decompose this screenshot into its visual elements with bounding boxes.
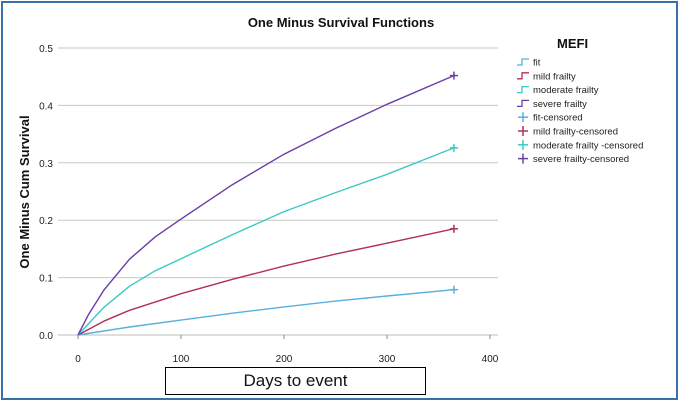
x-tick-label: 100	[173, 354, 190, 365]
legend-entry: severe frailty-censored	[518, 153, 629, 165]
axes	[58, 334, 498, 339]
y-tick-label: 0.5	[39, 44, 53, 55]
series-line-0	[77, 289, 454, 336]
censor-marker-3	[449, 71, 458, 80]
legend-label: moderate frailty -censored	[533, 140, 643, 151]
series-line-1	[77, 228, 455, 336]
legend-entry: moderate frailty -censored	[518, 139, 643, 151]
legend-entry: mild frailty	[517, 71, 576, 82]
x-tick-label: 300	[379, 354, 396, 365]
legend-line-icon	[517, 85, 529, 94]
censor-marker-0	[449, 285, 458, 294]
legend-entry: severe frailty	[517, 99, 587, 110]
legend: MEFI fit mild frailty moderate frailty seve…	[517, 36, 643, 165]
gridlines	[58, 47, 498, 279]
x-tick-label: 400	[482, 354, 499, 365]
chart-title: One Minus Survival Functions	[248, 15, 434, 30]
legend-label: moderate frailty	[533, 85, 599, 96]
censor-markers	[449, 71, 458, 294]
y-tick-label: 0.1	[39, 274, 53, 285]
x-tick-label: 200	[276, 354, 293, 365]
censor-marker-2	[449, 143, 458, 152]
series-line-3	[77, 74, 455, 336]
x-tick-labels: 0 100 200 300 400	[75, 354, 499, 365]
series-line-2	[77, 147, 455, 336]
legend-label: fit	[533, 58, 541, 69]
x-axis-label: Days to event	[243, 371, 348, 390]
y-tick-labels: 0.0 0.1 0.2 0.3 0.4 0.5	[39, 44, 53, 342]
legend-entry: fit-censored	[518, 112, 583, 124]
series-lines	[77, 74, 455, 336]
legend-title: MEFI	[557, 36, 588, 51]
censor-marker-1	[449, 224, 458, 233]
y-tick-label: 0.4	[39, 101, 53, 112]
legend-label: severe frailty	[533, 99, 587, 110]
legend-line-icon	[517, 72, 529, 80]
legend-label: fit-censored	[533, 113, 583, 124]
y-axis-label: One Minus Cum Survival	[17, 115, 32, 268]
legend-label: severe frailty-censored	[533, 154, 629, 165]
legend-line-icon	[517, 99, 529, 108]
legend-line-icon	[517, 58, 529, 66]
y-tick-label: 0.2	[39, 216, 53, 227]
legend-entry: fit	[517, 58, 541, 69]
y-tick-label: 0.0	[39, 331, 53, 342]
x-tick-label: 0	[75, 354, 81, 365]
chart-frame	[1, 1, 678, 400]
legend-label: mild frailty-censored	[533, 127, 618, 138]
legend-label: mild frailty	[533, 71, 576, 82]
x-axis-label-box: Days to event	[165, 367, 426, 395]
legend-entry: mild frailty-censored	[518, 126, 618, 138]
legend-entry: moderate frailty	[517, 85, 599, 96]
y-tick-label: 0.3	[39, 159, 53, 170]
